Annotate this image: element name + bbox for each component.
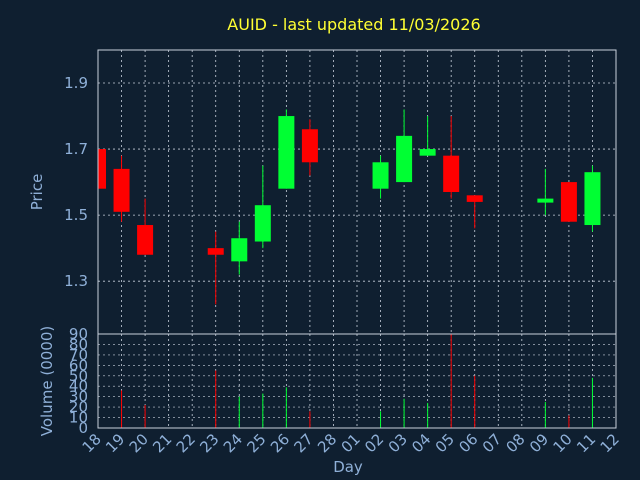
x-tick-label: 24	[220, 430, 246, 456]
x-tick-label: 19	[102, 430, 128, 456]
x-axis-label: Day	[333, 458, 363, 476]
price-tick-label: 1.5	[64, 206, 88, 224]
price-gridlines	[97, 50, 617, 334]
candle-body	[113, 168, 130, 212]
x-tick-label: 04	[408, 430, 434, 456]
x-tick-label: 23	[196, 430, 222, 456]
x-tick-label: 01	[338, 430, 364, 456]
x-tick-label: 22	[173, 430, 199, 456]
candles-layer	[97, 109, 601, 305]
candle-body	[443, 155, 460, 192]
volume-tick-label: 60	[69, 356, 88, 374]
volume-tick-label: 90	[69, 325, 88, 343]
x-tick-label: 27	[291, 430, 317, 456]
x-tick-label: 25	[243, 430, 269, 456]
x-tick-label: 10	[550, 430, 576, 456]
volume-tick-label: 80	[69, 335, 88, 353]
volume-panel-frame	[97, 333, 617, 429]
x-tick-label: 12	[597, 430, 623, 456]
candle-body	[231, 238, 248, 262]
price-axis-label: Price	[28, 174, 46, 211]
candle-body	[207, 248, 224, 255]
x-tick-label: 09	[526, 430, 552, 456]
price-tick-label: 1.3	[64, 272, 88, 290]
price-tick-label: 1.7	[64, 140, 88, 158]
volume-tick-label: 40	[69, 377, 88, 395]
x-tick-label: 08	[502, 430, 528, 456]
volume-tick-label: 70	[69, 346, 88, 364]
candle-body	[137, 225, 154, 255]
candle-body	[584, 172, 601, 226]
x-tick-label: 06	[455, 430, 481, 456]
candle-body	[419, 149, 436, 156]
candle-body	[372, 162, 389, 189]
x-tick-label: 05	[432, 430, 458, 456]
candle-body	[560, 182, 577, 222]
x-tick-label: 20	[126, 430, 152, 456]
x-tick-labels: 1819202122232425262728010203040506070809…	[79, 430, 623, 456]
candle-body	[301, 129, 318, 163]
x-tick-label: 03	[385, 430, 411, 456]
volume-tick-label: 20	[69, 398, 88, 416]
volume-tick-label: 10	[69, 409, 88, 427]
x-tick-label: 21	[149, 430, 175, 456]
candle-body	[98, 149, 106, 189]
x-tick-label: 28	[314, 430, 340, 456]
volume-axis-label: Volume (0000)	[38, 326, 56, 436]
candle-body	[466, 195, 483, 202]
candle-body	[278, 116, 295, 189]
price-tick-labels: 1.3 1.5 1.7 1.9	[64, 74, 88, 290]
volume-bars-layer	[121, 334, 593, 428]
volume-gridlines	[97, 333, 617, 429]
x-tick-label: 02	[361, 430, 387, 456]
candle-body	[254, 205, 271, 242]
candle-body	[537, 198, 554, 203]
volume-tick-label: 0	[78, 419, 88, 437]
x-tick-label: 11	[573, 430, 599, 456]
volume-tick-label: 30	[69, 388, 88, 406]
volume-tick-label: 50	[69, 367, 88, 385]
x-tick-label: 07	[479, 430, 505, 456]
x-tick-label: 26	[267, 430, 293, 456]
candle-body	[396, 135, 413, 183]
price-tick-label: 1.9	[64, 74, 88, 92]
chart-title: AUID - last updated 11/03/2026	[227, 15, 480, 34]
